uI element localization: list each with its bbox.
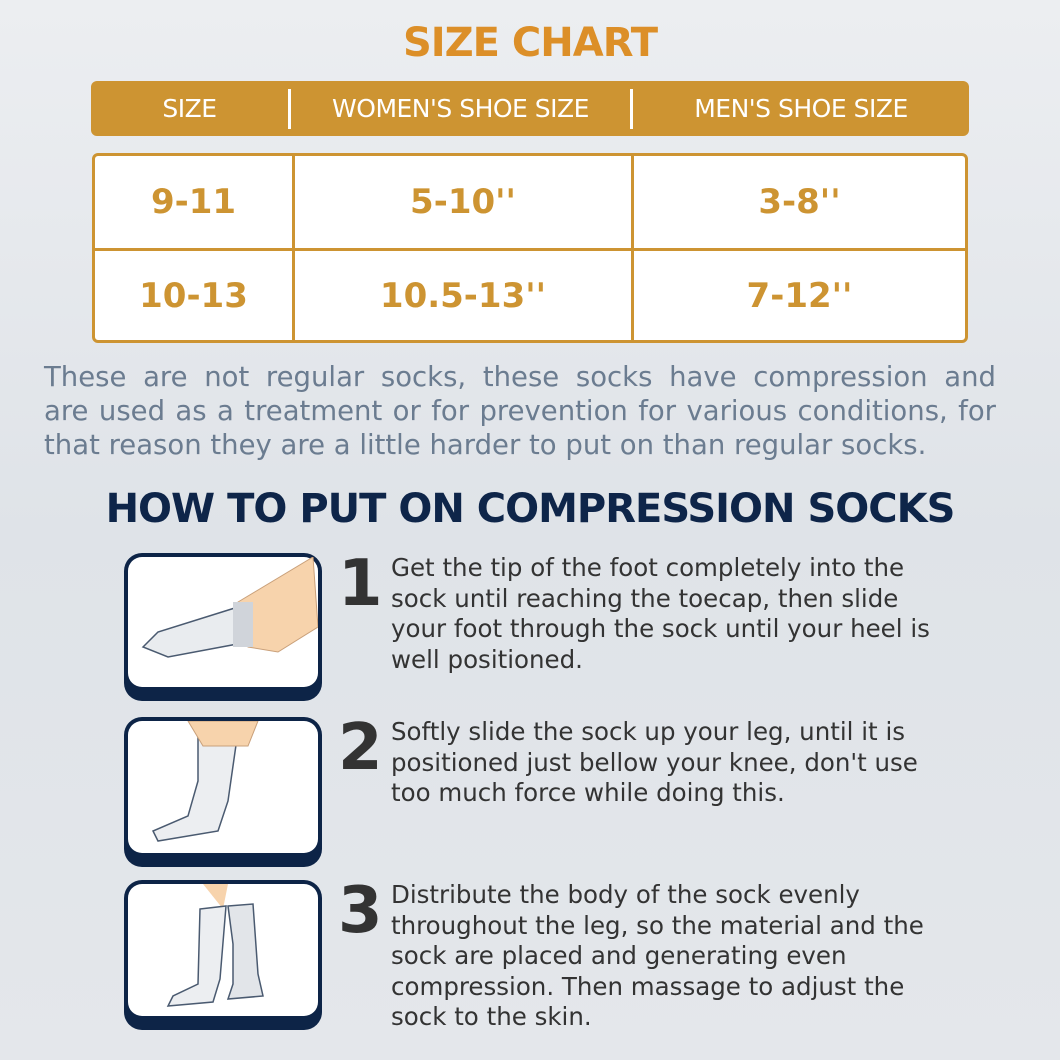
header-mens: MEN'S SHOE SIZE [694, 94, 908, 123]
size-chart-title: SIZE CHART [402, 20, 658, 66]
howto-title: HOW TO PUT ON COMPRESSION SOCKS [105, 486, 956, 532]
cell-size: 10-13 [139, 275, 248, 316]
compression-note: These are not regular socks, these socks… [44, 360, 996, 462]
header-womens: WOMEN'S SHOE SIZE [332, 94, 589, 123]
size-chart-header: SIZE WOMEN'S SHOE SIZE MEN'S SHOE SIZE [91, 81, 969, 136]
step-number: 1 [338, 547, 383, 621]
header-divider [288, 88, 291, 129]
table-row: 10-13 10.5-13'' 7-12'' [95, 248, 965, 340]
note-line: These are not regular socks, these socks… [44, 361, 996, 393]
table-row: 9-11 5-10'' 3-8'' [95, 156, 965, 248]
slide-sock-up-illustration [124, 717, 322, 867]
note-line: are used as a treatment or for preventio… [44, 395, 996, 427]
cell-size: 9-11 [150, 182, 237, 222]
step-number: 3 [338, 874, 383, 948]
legs-with-socks-illustration [124, 880, 322, 1030]
foot-into-sock-illustration [124, 553, 322, 701]
cell-mens: 7-12'' [631, 251, 965, 340]
note-line: that reason they are a little harder to … [44, 429, 927, 461]
cell-womens: 10.5-13'' [292, 251, 631, 340]
cell-womens: 5-10'' [292, 156, 631, 248]
header-divider [630, 88, 633, 129]
step-text: Distribute the body of the sock evenly t… [391, 880, 924, 1031]
step-text: Get the tip of the foot completely into … [391, 553, 930, 674]
size-chart-table: 9-11 5-10'' 3-8'' 10-13 10.5-13'' 7-12'' [92, 153, 968, 343]
header-size: SIZE [162, 94, 217, 123]
cell-mens: 3-8'' [631, 156, 965, 248]
step-text: Softly slide the sock up your leg, until… [391, 717, 918, 807]
step-number: 2 [338, 711, 383, 785]
